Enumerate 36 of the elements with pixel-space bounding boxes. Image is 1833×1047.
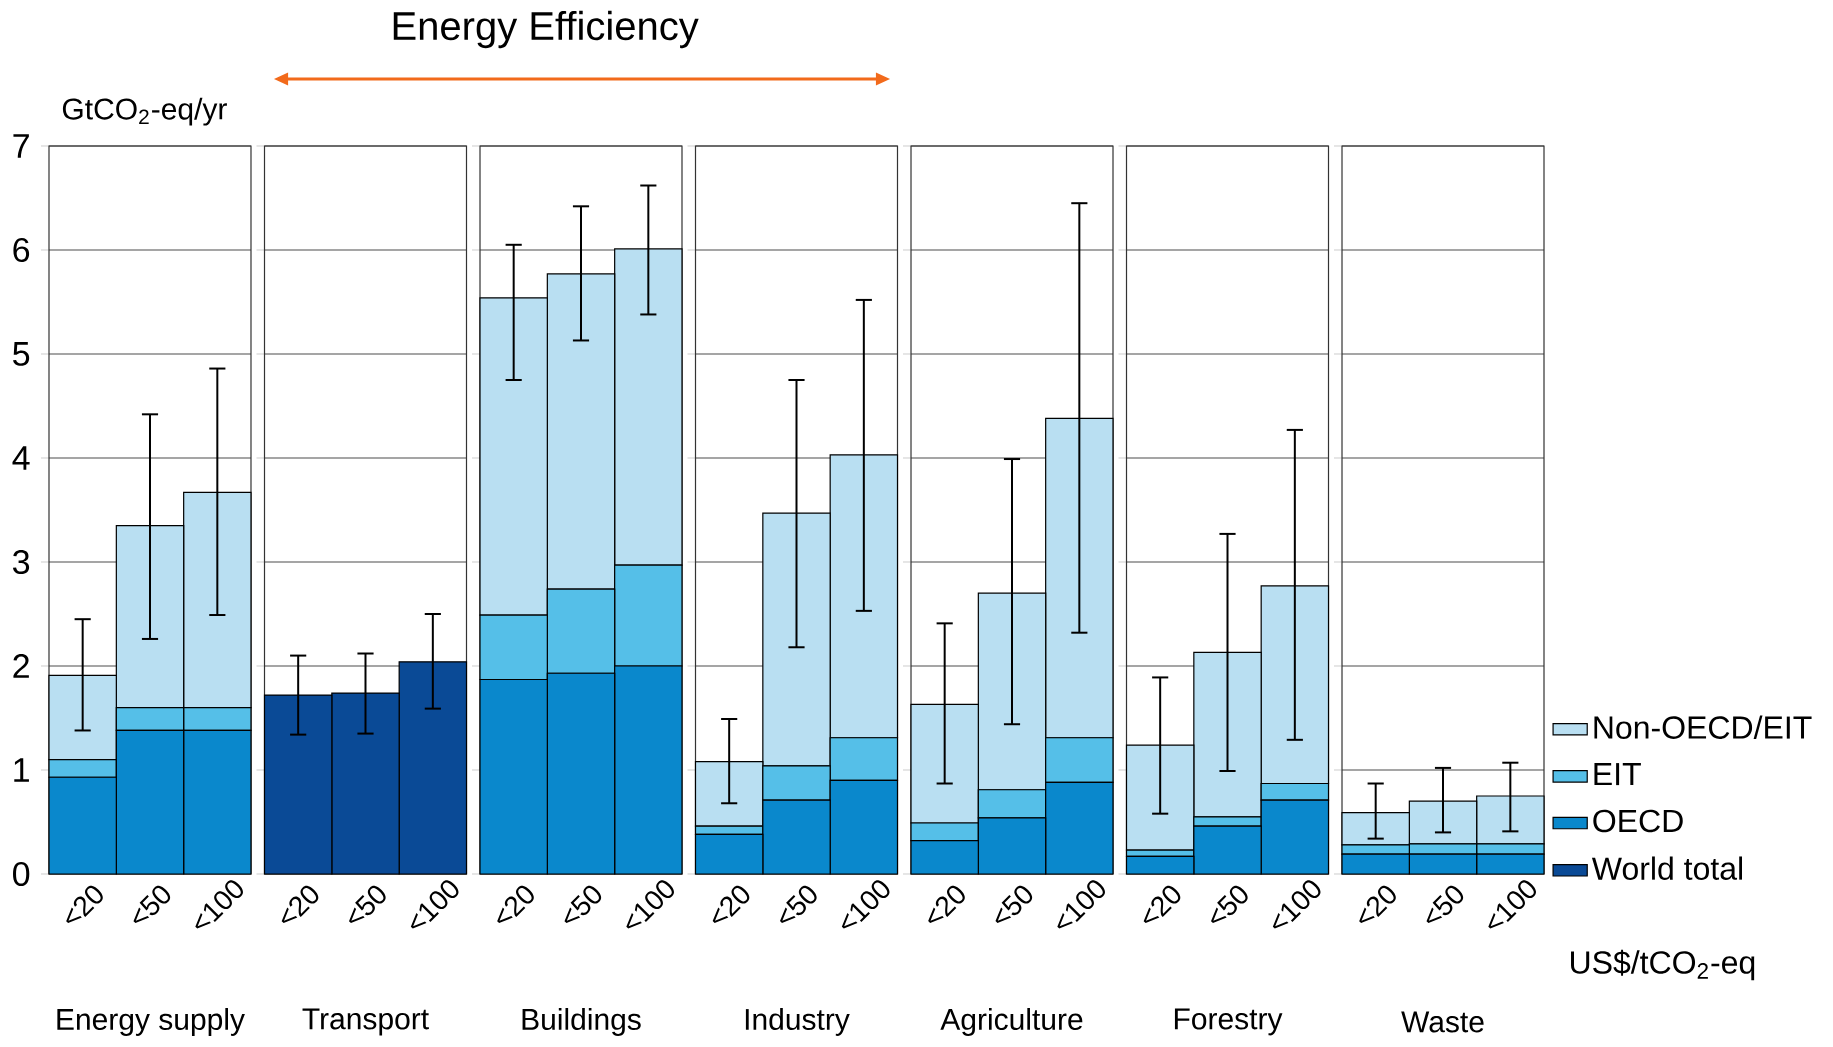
x-tick-label: <50 xyxy=(780,885,817,924)
x-tick-label: <50 xyxy=(349,885,386,924)
x-axis-title: Forestry xyxy=(1174,1008,1283,1036)
y-tick-label: 4 xyxy=(12,446,30,470)
x-tick-label: <20 xyxy=(281,885,319,924)
y-axis-title: GtCO$_{2}$-eq/yr xyxy=(62,97,227,126)
x-tick-label: <20 xyxy=(712,885,750,924)
y-tick-label: 0 xyxy=(13,861,30,887)
x-axis-title: Buildings xyxy=(522,1008,641,1036)
x-axis-title: Waste xyxy=(1401,1011,1484,1033)
y-tick-label: 1 xyxy=(14,758,29,782)
x-axis-title: Energy supply xyxy=(57,1008,245,1036)
x-tick-label: <50 xyxy=(133,885,171,924)
x-tick-label: <50 xyxy=(1426,885,1464,924)
x-axis-title: Transport xyxy=(302,1008,429,1036)
x-axis-title: Agriculture xyxy=(940,1008,1083,1036)
x-tick-label: <20 xyxy=(928,885,965,924)
y-tick-label: 6 xyxy=(13,237,30,263)
legend-label: World total xyxy=(1591,856,1742,880)
x-tick-label: <20 xyxy=(1143,885,1181,924)
x-tick-label: <50 xyxy=(995,885,1033,924)
y-tick-label: 3 xyxy=(12,549,30,575)
x-tick-label: <50 xyxy=(1211,885,1248,924)
legend-label: Non-OECD/EIT xyxy=(1594,715,1812,739)
x-axis-title: Industry xyxy=(745,1008,850,1036)
legend-label: EIT xyxy=(1594,763,1641,786)
text: US$/tCO$_{2}$-eq xyxy=(1571,949,1755,981)
x-tick-label: <20 xyxy=(497,885,534,924)
y-tick-label: 2 xyxy=(13,654,29,678)
y-tick-label: 5 xyxy=(13,342,30,366)
chart-title: Energy Efficiency xyxy=(393,10,699,49)
x-tick-label: <50 xyxy=(564,885,602,924)
legend-label: OECD xyxy=(1593,809,1683,833)
x-tick-label: <20 xyxy=(66,885,103,924)
y-tick-label: 7 xyxy=(13,134,29,158)
x-tick-label: <20 xyxy=(1359,885,1396,924)
